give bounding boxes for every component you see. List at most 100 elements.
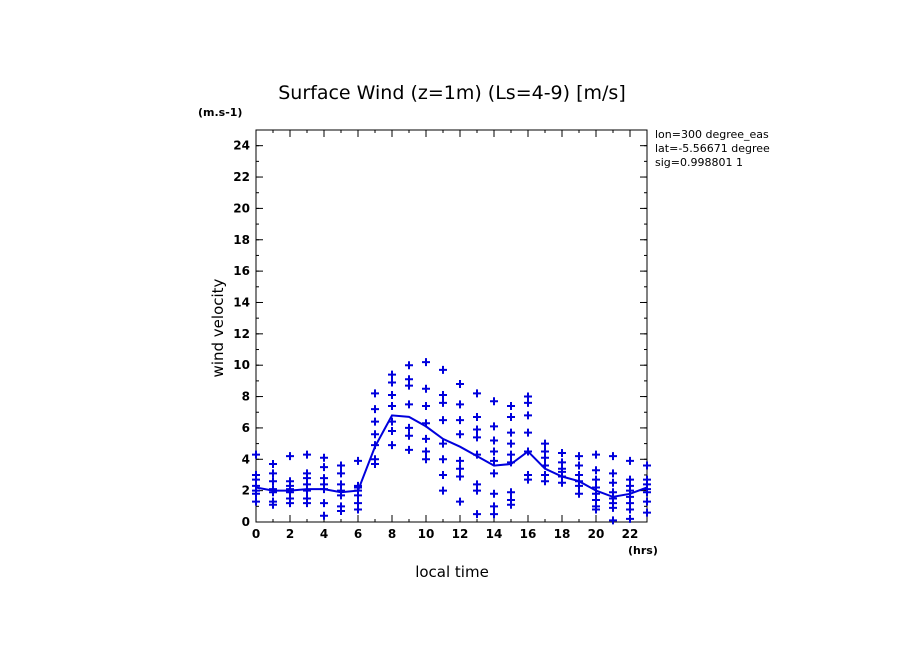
x-tick-label: 4 bbox=[320, 527, 328, 541]
data-point-marker bbox=[354, 456, 362, 465]
data-point-marker bbox=[507, 412, 515, 421]
data-point-marker bbox=[507, 439, 515, 448]
y-tick-label: 14 bbox=[233, 295, 250, 309]
y-tick-label: 16 bbox=[233, 264, 250, 278]
data-point-marker bbox=[592, 466, 600, 475]
data-point-marker bbox=[388, 370, 396, 379]
data-point-marker bbox=[609, 452, 617, 461]
data-point-marker bbox=[507, 488, 515, 497]
data-point-marker bbox=[558, 478, 566, 487]
data-point-marker bbox=[473, 486, 481, 495]
data-point-marker bbox=[541, 453, 549, 462]
y-tick-label: 2 bbox=[242, 484, 250, 498]
data-point-marker bbox=[507, 450, 515, 459]
data-point-marker bbox=[592, 475, 600, 484]
data-point-marker bbox=[541, 477, 549, 486]
y-tick-label: 4 bbox=[242, 452, 250, 466]
data-point-marker bbox=[388, 401, 396, 410]
data-point-marker bbox=[439, 486, 447, 495]
data-point-marker bbox=[252, 450, 260, 459]
data-point-marker bbox=[643, 461, 651, 470]
data-point-marker bbox=[490, 489, 498, 498]
data-point-marker bbox=[354, 505, 362, 514]
x-tick-label: 8 bbox=[388, 527, 396, 541]
data-point-marker bbox=[524, 475, 532, 484]
data-point-marker bbox=[575, 489, 583, 498]
data-point-marker bbox=[439, 416, 447, 425]
data-point-marker bbox=[439, 439, 447, 448]
data-point-marker bbox=[252, 497, 260, 506]
data-point-marker bbox=[303, 499, 311, 508]
data-point-marker bbox=[524, 428, 532, 437]
y-tick-label: 12 bbox=[233, 327, 250, 341]
data-point-marker bbox=[575, 452, 583, 461]
data-point-marker bbox=[405, 445, 413, 454]
data-point-marker bbox=[490, 397, 498, 406]
data-point-marker bbox=[439, 390, 447, 399]
data-point-marker bbox=[337, 469, 345, 478]
data-point-marker bbox=[422, 401, 430, 410]
data-point-marker bbox=[422, 455, 430, 464]
data-point-marker bbox=[456, 430, 464, 439]
x-tick-label: 18 bbox=[554, 527, 571, 541]
y-tick-label: 10 bbox=[233, 358, 250, 372]
data-point-marker bbox=[371, 417, 379, 426]
data-point-marker bbox=[490, 502, 498, 511]
x-tick-label: 20 bbox=[588, 527, 605, 541]
data-point-marker bbox=[626, 514, 634, 523]
data-point-marker bbox=[643, 508, 651, 517]
data-point-marker bbox=[473, 425, 481, 434]
data-point-marker bbox=[303, 450, 311, 459]
data-point-marker bbox=[303, 486, 311, 495]
data-point-marker bbox=[473, 450, 481, 459]
annotation-sig: sig=0.998801 1 bbox=[655, 156, 743, 169]
data-point-marker bbox=[609, 503, 617, 512]
data-point-marker bbox=[371, 389, 379, 398]
data-point-marker bbox=[473, 433, 481, 442]
chart-title: Surface Wind (z=1m) (Ls=4-9) [m/s] bbox=[278, 82, 626, 104]
data-point-marker bbox=[507, 458, 515, 467]
data-point-marker bbox=[456, 472, 464, 481]
data-point-marker bbox=[490, 456, 498, 465]
data-point-marker bbox=[541, 439, 549, 448]
data-point-marker bbox=[626, 456, 634, 465]
x-tick-label: 16 bbox=[520, 527, 537, 541]
y-tick-label: 0 bbox=[242, 515, 250, 529]
data-point-marker bbox=[456, 416, 464, 425]
data-point-marker bbox=[388, 378, 396, 387]
data-point-marker bbox=[439, 365, 447, 374]
data-point-marker bbox=[575, 461, 583, 470]
data-point-marker bbox=[320, 499, 328, 508]
data-point-marker bbox=[337, 461, 345, 470]
data-point-marker bbox=[507, 401, 515, 410]
data-point-marker bbox=[490, 469, 498, 478]
data-point-marker bbox=[286, 452, 294, 461]
data-point-marker bbox=[490, 447, 498, 456]
data-point-marker bbox=[269, 459, 277, 468]
data-point-marker bbox=[524, 447, 532, 456]
data-point-marker bbox=[490, 510, 498, 519]
data-point-marker bbox=[286, 499, 294, 508]
data-point-marker bbox=[456, 464, 464, 473]
data-point-marker bbox=[524, 398, 532, 407]
data-point-marker bbox=[388, 390, 396, 399]
data-point-marker bbox=[320, 485, 328, 494]
data-point-marker bbox=[371, 430, 379, 439]
data-point-marker bbox=[592, 505, 600, 514]
data-point-marker bbox=[422, 419, 430, 428]
data-point-marker bbox=[422, 384, 430, 393]
data-point-marker bbox=[388, 427, 396, 436]
data-point-marker bbox=[643, 497, 651, 506]
y-axis-label: wind velocity bbox=[209, 278, 227, 377]
data-point-marker bbox=[626, 505, 634, 514]
data-point-marker bbox=[558, 449, 566, 458]
data-point-marker bbox=[524, 411, 532, 420]
data-point-marker bbox=[405, 361, 413, 370]
y-tick-label: 22 bbox=[233, 170, 250, 184]
x-tick-label: 22 bbox=[622, 527, 639, 541]
x-tick-label: 2 bbox=[286, 527, 294, 541]
data-point-marker bbox=[439, 455, 447, 464]
data-point-marker bbox=[405, 423, 413, 432]
data-point-marker bbox=[456, 400, 464, 409]
